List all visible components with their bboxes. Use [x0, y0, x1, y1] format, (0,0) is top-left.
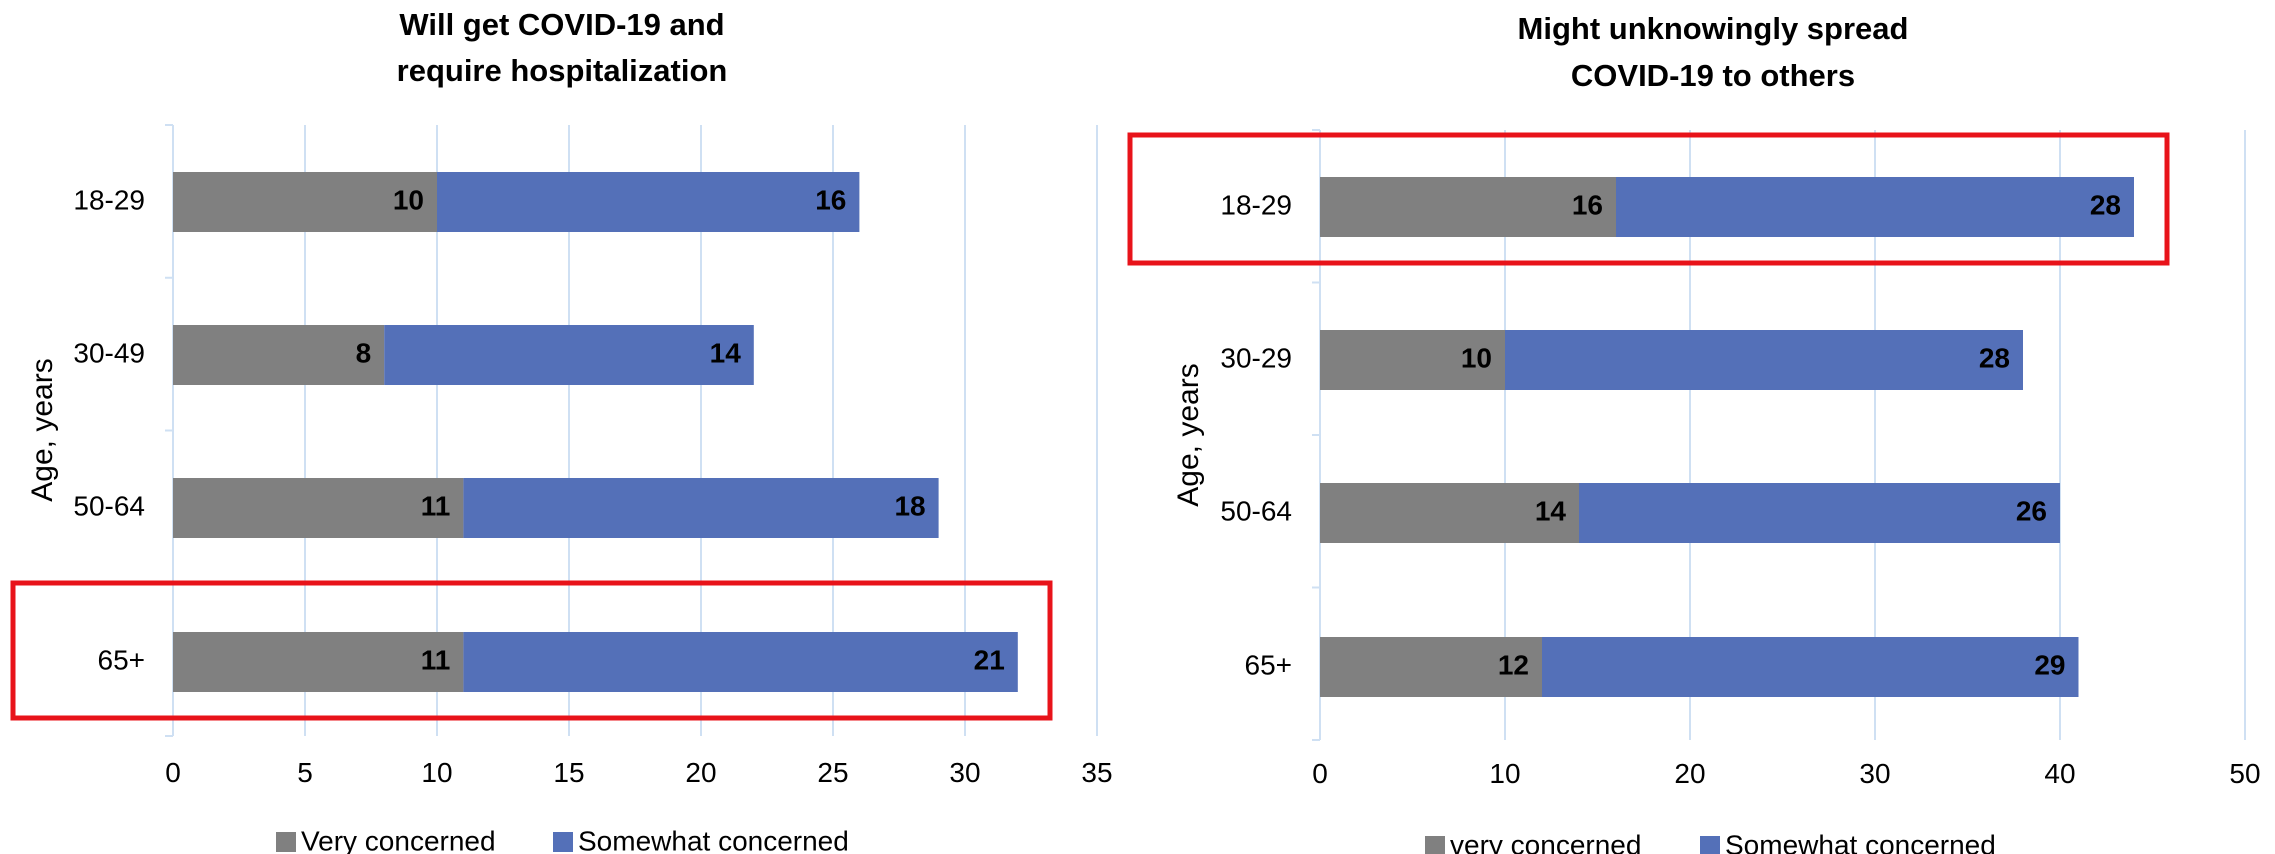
legend-swatch [1700, 836, 1720, 854]
data-label: 16 [815, 184, 846, 215]
category-label: 50-64 [1220, 495, 1292, 526]
x-tick-label: 20 [1674, 758, 1705, 789]
bar-somewhat-concerned [437, 172, 860, 232]
x-tick-label: 0 [1312, 758, 1328, 789]
x-tick-label: 10 [421, 757, 452, 788]
category-label: 18-29 [73, 184, 145, 215]
data-label: 18 [894, 490, 925, 521]
category-label: 65+ [98, 644, 146, 675]
bar-somewhat-concerned [1505, 330, 2023, 390]
highlight-box [1127, 132, 2170, 266]
legend-swatch [276, 832, 296, 852]
category-label: 18-29 [1220, 189, 1292, 220]
x-tick-label: 25 [817, 757, 848, 788]
data-label: 21 [974, 644, 1005, 675]
data-label: 11 [421, 490, 451, 521]
chart-title-line-2: COVID-19 to others [1571, 58, 1855, 93]
y-axis-title: Age, years [1172, 363, 1205, 506]
bar-very-concerned [173, 325, 385, 385]
bar-very-concerned [1320, 177, 1616, 237]
data-label: 10 [1461, 342, 1492, 373]
legend-entry: Somewhat concerned [578, 825, 849, 854]
bar-somewhat-concerned [1542, 637, 2079, 697]
bar-somewhat-concerned [384, 325, 754, 385]
data-label: 11 [421, 644, 451, 675]
x-tick-label: 0 [165, 757, 181, 788]
chart-panel-1: Will get COVID-19 and require hospitaliza… [10, 7, 1113, 854]
legend-swatch [1425, 836, 1445, 854]
x-tick-label: 35 [1081, 757, 1112, 788]
chart-title-line-2: require hospitalization [397, 53, 728, 88]
bar-very-concerned [173, 172, 437, 232]
data-label: 29 [2034, 649, 2065, 680]
legend: very concerned Somewhat concerned [1425, 829, 1996, 854]
legend-swatch [553, 832, 573, 852]
data-label: 12 [1498, 649, 1529, 680]
category-label: 30-29 [1220, 342, 1292, 373]
bar-very-concerned [173, 478, 464, 538]
bar-very-concerned [1320, 483, 1579, 543]
category-label: 30-49 [73, 337, 145, 368]
highlight-box [10, 580, 1053, 721]
y-axis-title: Age, years [26, 358, 59, 501]
data-label: 28 [1979, 342, 2010, 373]
legend-entry: Somewhat concerned [1725, 829, 1996, 854]
bar-very-concerned [173, 632, 464, 692]
legend-entry: very concerned [1450, 829, 1641, 854]
bar-very-concerned [1320, 637, 1542, 697]
category-label: 50-64 [73, 490, 145, 521]
x-tick-label: 15 [553, 757, 584, 788]
x-tick-label: 20 [685, 757, 716, 788]
bar-somewhat-concerned [1616, 177, 2134, 237]
data-label: 28 [2090, 189, 2121, 220]
x-tick-label: 50 [2229, 758, 2260, 789]
data-label: 16 [1572, 189, 1603, 220]
bar-very-concerned [1320, 330, 1505, 390]
x-tick-label: 30 [949, 757, 980, 788]
bar-somewhat-concerned [463, 478, 939, 538]
category-label: 65+ [1245, 649, 1293, 680]
chart-title-line-1: Will get COVID-19 and [399, 7, 724, 42]
x-tick-label: 5 [297, 757, 313, 788]
data-label: 26 [2016, 495, 2047, 526]
data-label: 10 [393, 184, 424, 215]
x-tick-label: 40 [2044, 758, 2075, 789]
x-tick-label: 30 [1859, 758, 1890, 789]
data-label: 14 [710, 337, 742, 368]
chart-title-line-1: Might unknowingly spread [1518, 11, 1909, 46]
chart-panel-2: Might unknowingly spread COVID-19 to othe… [1127, 11, 2261, 854]
legend-entry: Very concerned [301, 825, 496, 854]
data-label: 8 [356, 337, 372, 368]
legend: Very concerned Somewhat concerned [276, 825, 849, 854]
x-tick-label: 10 [1489, 758, 1520, 789]
data-label: 14 [1535, 495, 1567, 526]
bar-somewhat-concerned [463, 632, 1018, 692]
bar-somewhat-concerned [1579, 483, 2060, 543]
